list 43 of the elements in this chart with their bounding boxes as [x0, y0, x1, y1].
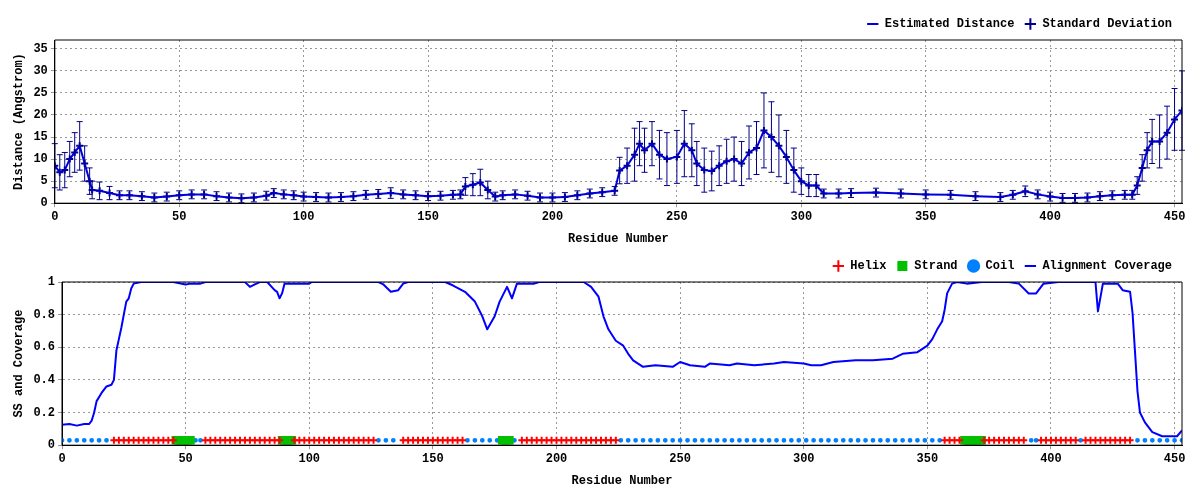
x-axis-title: Residue Number	[567, 231, 669, 246]
y-tick-label: 0	[40, 196, 48, 211]
x-tick-label: 50	[178, 452, 193, 467]
x-tick-label: 200	[545, 452, 568, 467]
y-tick-label: 0.8	[33, 307, 55, 322]
x-tick-label: 250	[669, 452, 691, 467]
x-tick-label: 150	[417, 210, 439, 225]
y-axis-title: Distance (Angstrom)	[12, 53, 27, 191]
x-tick-label: 50	[172, 210, 187, 225]
y-tick-label: 30	[33, 63, 48, 78]
y-tick-label: 0.4	[33, 372, 55, 387]
y-axis-title: SS and Coverage	[12, 309, 27, 418]
y-tick-label: 20	[33, 108, 48, 122]
x-axis-title: Residue Number	[571, 473, 673, 488]
x-tick-label: 100	[298, 452, 321, 467]
x-tick-label: 450	[1163, 452, 1186, 467]
x-tick-label: 300	[790, 210, 813, 225]
y-tick-label: 10	[33, 152, 48, 167]
legend-label: Alignment Coverage	[1042, 259, 1172, 274]
y-tick-label: 15	[33, 130, 48, 145]
legend-label: Strand	[914, 259, 958, 274]
x-tick-label: 450	[1163, 210, 1186, 225]
y-tick-label: 0.6	[33, 340, 55, 355]
x-tick-label: 400	[1040, 452, 1062, 467]
y-tick-label: 25	[33, 85, 48, 100]
y-tick-label: 1	[47, 275, 55, 290]
x-tick-label: 300	[792, 452, 815, 467]
x-tick-label: 400	[1039, 210, 1061, 225]
y-tick-label: 0	[47, 438, 55, 453]
x-tick-label: 0	[58, 452, 66, 467]
x-tick-label: 350	[916, 452, 939, 467]
y-tick-label: 5	[40, 174, 48, 189]
x-tick-label: 100	[292, 210, 315, 225]
legend-label: Helix	[850, 259, 887, 274]
x-tick-label: 350	[914, 210, 937, 225]
legend-label: Coil	[985, 259, 1015, 274]
legend-label: Estimated Distance	[884, 17, 1015, 32]
x-tick-label: 200	[541, 210, 564, 225]
y-tick-label: 35	[33, 41, 48, 56]
legend-label: Standard Deviation	[1042, 17, 1172, 32]
x-tick-label: 250	[666, 210, 688, 225]
y-tick-label: 0.2	[33, 405, 55, 420]
x-tick-label: 150	[422, 452, 444, 467]
